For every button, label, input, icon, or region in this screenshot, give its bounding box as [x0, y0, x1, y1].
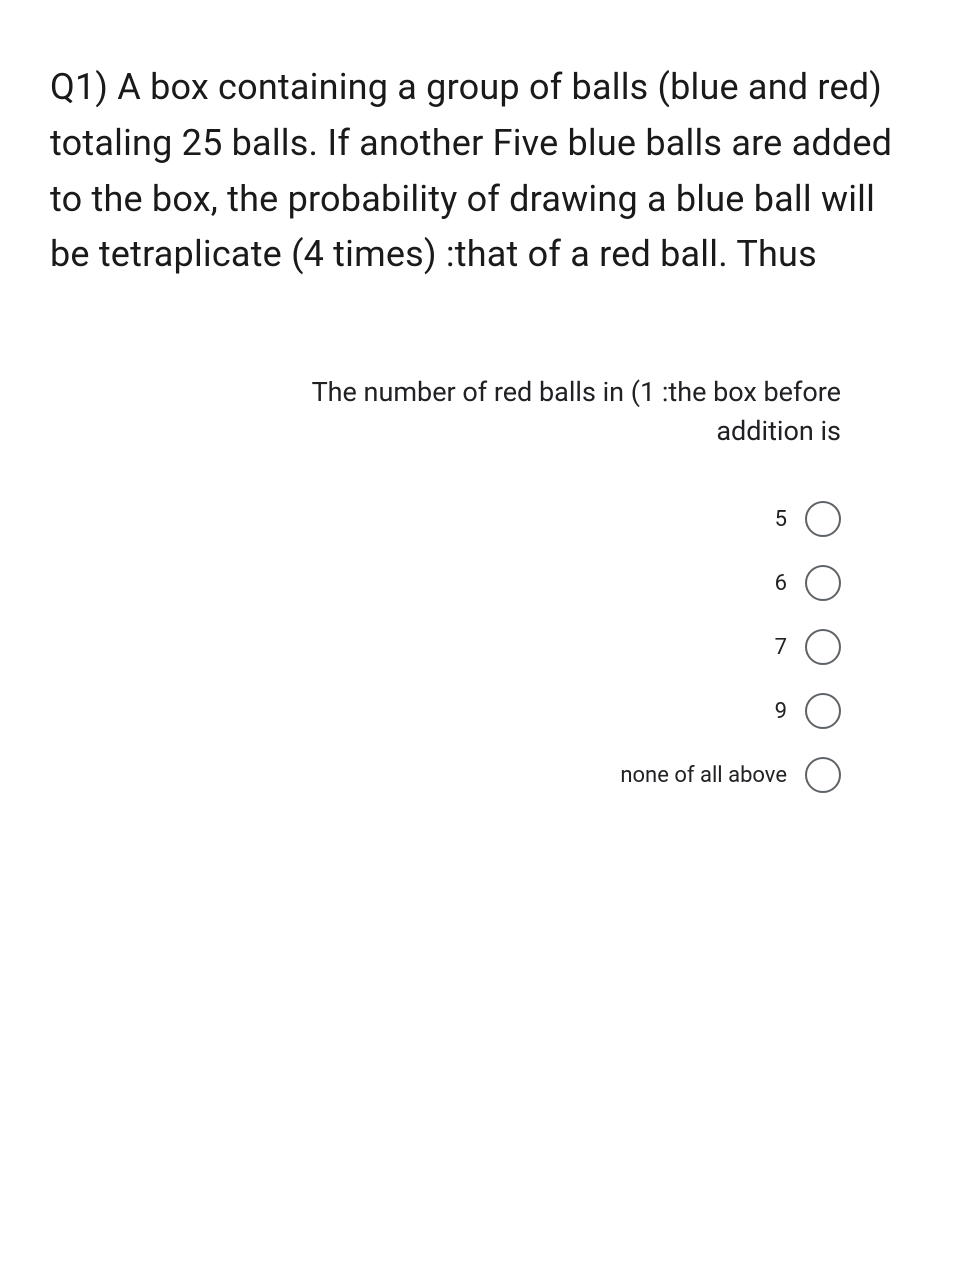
option-row[interactable]: none of all above: [620, 757, 841, 793]
option-label: 5: [775, 507, 787, 532]
sub-question: The number of red balls in (1 :the box b…: [50, 373, 921, 451]
options-group: 5 6 7 9 none of all above: [50, 501, 921, 793]
radio-icon[interactable]: [805, 757, 841, 793]
radio-icon[interactable]: [805, 693, 841, 729]
question-text: Q1) A box containing a group of balls (b…: [50, 60, 921, 283]
option-label: 9: [775, 699, 787, 724]
option-row[interactable]: 7: [775, 629, 841, 665]
question-content: Q1) A box containing a group of balls (b…: [50, 66, 892, 275]
option-row[interactable]: 6: [775, 565, 841, 601]
option-label: none of all above: [620, 763, 787, 788]
radio-icon[interactable]: [805, 629, 841, 665]
option-row[interactable]: 5: [775, 501, 841, 537]
option-label: 6: [775, 571, 787, 596]
radio-icon[interactable]: [805, 565, 841, 601]
radio-icon[interactable]: [805, 501, 841, 537]
sub-question-text: The number of red balls in (1 :the box b…: [312, 376, 841, 447]
option-row[interactable]: 9: [775, 693, 841, 729]
option-label: 7: [775, 635, 787, 660]
